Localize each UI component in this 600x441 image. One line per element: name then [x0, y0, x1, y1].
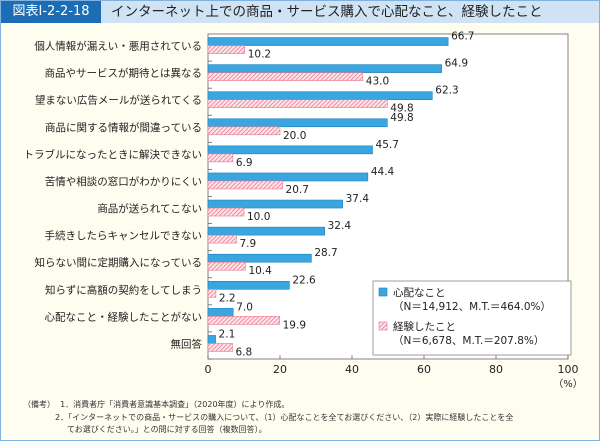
x-tick-label: 60 — [417, 363, 431, 376]
x-tick-label: 20 — [273, 363, 287, 376]
bar-experience — [207, 261, 246, 271]
data-label: 19.9 — [283, 319, 306, 331]
notes: （備考） 1．消費者庁「消費者意識基本調査」（2020年度）により作成。 2．「… — [23, 399, 513, 437]
legend-sub: （N＝14,912、M.T.＝464.0%） — [393, 301, 551, 313]
data-label: 7.0 — [236, 301, 253, 313]
category-label: 苦情や相談の窓口がわかりにくい — [45, 175, 202, 188]
x-tick-label: 40 — [345, 363, 359, 376]
data-label: 10.2 — [248, 49, 271, 61]
note-1: 1．消費者庁「消費者意識基本調査」（2020年度）により作成。 — [60, 400, 290, 409]
legend-label: 経験したこと — [393, 320, 456, 333]
notes-label: （備考） — [23, 400, 55, 409]
bar-experience — [207, 316, 280, 325]
bar-worry — [207, 64, 442, 73]
data-label: 28.7 — [314, 247, 337, 259]
note-2: 2．「インターネットでの商品・サービスの購入について、（1）心配なことを全てお選… — [55, 412, 514, 422]
chart-title: インターネット上での商品・サービス購入で心配なこと、経験したこと — [111, 4, 543, 20]
data-label: 20.0 — [283, 130, 306, 142]
bar-experience — [207, 207, 245, 217]
bar-worry — [207, 226, 325, 236]
data-label: 20.7 — [286, 184, 309, 196]
bar-experience — [207, 126, 281, 136]
category-label: 心配なこと・経験したことがない — [45, 310, 203, 323]
data-label: 2.2 — [219, 292, 236, 304]
bar-experience — [207, 72, 364, 81]
bar-worry — [207, 37, 449, 46]
bar-worry — [207, 280, 290, 290]
note-2-cont: てお選びください。」との問に対する回答（複数回答）。 — [67, 425, 267, 434]
data-label: 7.9 — [239, 238, 256, 250]
bar-worry — [207, 172, 369, 182]
bar-worry — [207, 91, 433, 101]
bar-experience — [207, 288, 217, 298]
data-label: 64.9 — [445, 58, 468, 70]
bar-experience — [207, 45, 246, 54]
category-label: 商品に関する情報が間違っている — [45, 121, 202, 134]
legend-swatch — [378, 321, 388, 331]
legend-swatch — [378, 287, 388, 297]
bar-worry — [207, 199, 343, 209]
category-label: 商品やサービスが期待とは異なる — [45, 67, 203, 80]
data-label: 6.8 — [235, 346, 252, 358]
category-label: 無回答 — [171, 337, 203, 350]
legend-box — [372, 280, 572, 356]
data-label: 45.7 — [376, 139, 399, 151]
data-label: 44.4 — [371, 166, 395, 178]
data-label: 66.7 — [451, 31, 474, 43]
category-label: トラブルになったときに解決できない — [24, 148, 203, 161]
category-label: 望まない広告メールが送られてくる — [35, 94, 202, 107]
data-label: 22.6 — [292, 274, 316, 286]
bar-experience — [207, 343, 233, 352]
category-label: 個人情報が漏えい・悪用されている — [34, 40, 202, 53]
category-label: 知らずに高額の契約をしてしまう — [45, 283, 202, 296]
data-label: 37.4 — [346, 193, 370, 205]
bar-worry — [207, 253, 312, 263]
data-label: 2.1 — [219, 328, 236, 340]
x-tick-label: 80 — [489, 363, 503, 376]
legend-label: 心配なこと — [393, 287, 446, 299]
data-label: 43.0 — [366, 76, 389, 88]
bar-experience — [207, 153, 234, 163]
category-label: 手続きしたらキャンセルできない — [45, 229, 203, 242]
bar-worry — [207, 118, 388, 128]
x-tick-label: 100 — [558, 363, 579, 376]
data-label: 49.8 — [390, 103, 413, 115]
category-label: 商品が送られてこない — [97, 202, 202, 215]
category-label: 知らない間に定期購入になっている — [35, 256, 202, 269]
data-label: 6.9 — [236, 157, 253, 169]
legend-sub: （N＝6,678、M.T.＝207.8%） — [393, 335, 544, 347]
bar-chart: 個人情報が漏えい・悪用されている 66.7 10.2 商品やサービスが期待とは異なる 6… — [24, 31, 583, 390]
data-label: 10.4 — [248, 265, 272, 277]
bar-worry — [207, 335, 216, 344]
bar-worry — [207, 145, 373, 155]
data-label: 49.8 — [390, 112, 413, 124]
bar-experience — [207, 99, 388, 109]
data-label: 32.4 — [328, 220, 352, 232]
bar-experience — [207, 180, 283, 190]
bar-experience — [207, 234, 237, 244]
title-bar: 図表Ⅰ-2-2-18 インターネット上での商品・サービス購入で心配なこと、経験し… — [1, 1, 599, 23]
data-label: 62.3 — [435, 85, 458, 97]
figure-number: 図表Ⅰ-2-2-18 — [1, 1, 101, 23]
x-tick-label: 0 — [205, 363, 212, 376]
bar-worry — [207, 308, 234, 317]
data-label: 10.0 — [247, 211, 270, 223]
x-unit: （%） — [553, 378, 583, 390]
